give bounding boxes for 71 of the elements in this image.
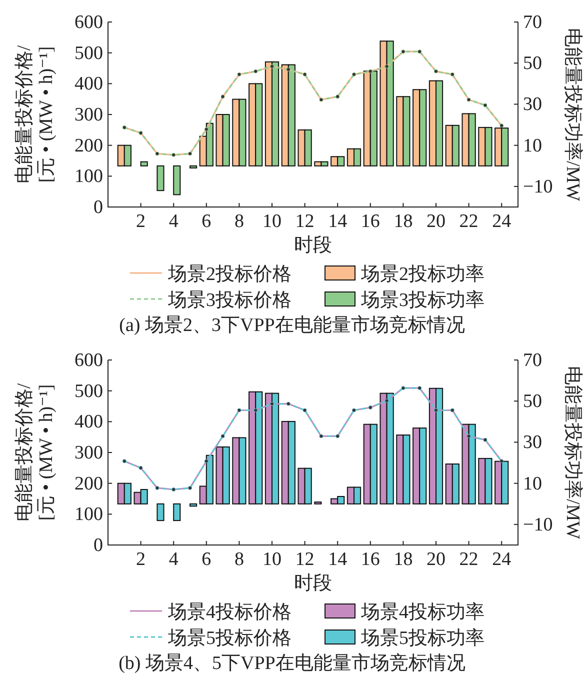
y-tick-label: 500 bbox=[74, 380, 103, 402]
y-axis-title: 电能量投标价格/[元 • (MW • h)⁻¹] bbox=[14, 44, 57, 184]
bar bbox=[173, 503, 181, 522]
x-tick-label: 16 bbox=[360, 549, 380, 570]
x-tick-label: 18 bbox=[394, 211, 413, 232]
x-tick-label: 6 bbox=[202, 211, 212, 232]
y2-tick-label: 50 bbox=[523, 53, 542, 74]
x-tick-label: 6 bbox=[202, 549, 212, 570]
x-tick-label: 10 bbox=[262, 211, 282, 232]
y2-tick-label: −10 bbox=[523, 176, 553, 198]
y2-tick-label: 30 bbox=[523, 94, 542, 116]
legend-label: 场景4投标功率 bbox=[360, 601, 484, 623]
x-tick-label: 24 bbox=[492, 549, 512, 570]
y-tick-label: 300 bbox=[74, 442, 103, 464]
legend-label: 场景3投标价格 bbox=[167, 290, 292, 311]
x-tick-label: 14 bbox=[328, 211, 348, 232]
y-tick-label: 300 bbox=[74, 104, 103, 126]
legend-label: 场景5投标价格 bbox=[167, 628, 292, 649]
y-tick-label: 100 bbox=[74, 166, 103, 188]
x-tick-label: 8 bbox=[234, 211, 244, 232]
y-tick-label: 200 bbox=[74, 473, 103, 494]
x-tick-label: 2 bbox=[136, 549, 146, 570]
y2-axis-title: 电能量投标功率/MW bbox=[562, 28, 584, 202]
y2-tick-label: 10 bbox=[523, 473, 542, 494]
y-tick-label: 600 bbox=[74, 12, 103, 33]
y2-tick-label: 50 bbox=[523, 391, 542, 412]
x-tick-label: 14 bbox=[328, 549, 348, 570]
x-tick-label: 24 bbox=[492, 211, 512, 232]
y-axis-title: 电能量投标价格/[元 • (MW • h)⁻¹] bbox=[14, 382, 57, 522]
legend-label: 场景4投标价格 bbox=[167, 602, 292, 623]
y2-tick-label: 10 bbox=[523, 135, 542, 156]
y-tick-label: 100 bbox=[74, 504, 103, 526]
x-tick-label: 8 bbox=[234, 549, 244, 570]
y2-tick-label: 70 bbox=[523, 350, 542, 371]
y-tick-label: 0 bbox=[94, 535, 103, 556]
y-tick-label: 200 bbox=[74, 135, 103, 156]
y-tick-label: 500 bbox=[74, 42, 103, 64]
bar bbox=[156, 503, 164, 522]
x-tick-label: 10 bbox=[262, 549, 282, 570]
y-tick-label: 400 bbox=[74, 74, 103, 95]
x-tick-label: 22 bbox=[459, 211, 478, 232]
y2-tick-label: 30 bbox=[523, 432, 542, 454]
bar bbox=[156, 165, 164, 192]
bar bbox=[140, 161, 148, 166]
bar bbox=[190, 165, 198, 168]
x-tick-label: 22 bbox=[459, 549, 478, 570]
bar bbox=[190, 503, 198, 507]
text: (a) 场景2、3下VPP在电能量市场竞标情况 bbox=[119, 314, 465, 336]
x-tick-label: 4 bbox=[168, 211, 179, 232]
text: (b) 场景4、5下VPP在电能量市场竞标情况 bbox=[118, 652, 466, 674]
y2-axis-title: 电能量投标功率/MW bbox=[562, 366, 584, 540]
x-tick-label: 12 bbox=[295, 211, 314, 232]
y-tick-label: 600 bbox=[74, 350, 103, 371]
legend-label: 场景5投标功率 bbox=[360, 627, 484, 649]
x-axis-title: 时段 bbox=[294, 573, 332, 594]
x-tick-label: 12 bbox=[295, 549, 314, 570]
x-tick-label: 16 bbox=[360, 211, 380, 232]
x-axis-title: 时段 bbox=[294, 235, 332, 256]
legend-label: 场景3投标功率 bbox=[360, 289, 484, 311]
x-tick-label: 18 bbox=[394, 549, 413, 570]
y2-tick-label: 70 bbox=[523, 12, 542, 33]
x-tick-label: 2 bbox=[136, 211, 146, 232]
y2-tick-label: −10 bbox=[523, 514, 553, 536]
x-tick-label: 20 bbox=[426, 549, 446, 570]
legend-label: 场景2投标价格 bbox=[167, 264, 292, 285]
x-tick-label: 4 bbox=[168, 549, 179, 570]
x-tick-label: 20 bbox=[426, 211, 446, 232]
y-tick-label: 400 bbox=[74, 412, 103, 433]
bar bbox=[173, 165, 181, 196]
y-tick-label: 0 bbox=[94, 197, 103, 218]
legend-label: 场景2投标功率 bbox=[360, 263, 484, 285]
